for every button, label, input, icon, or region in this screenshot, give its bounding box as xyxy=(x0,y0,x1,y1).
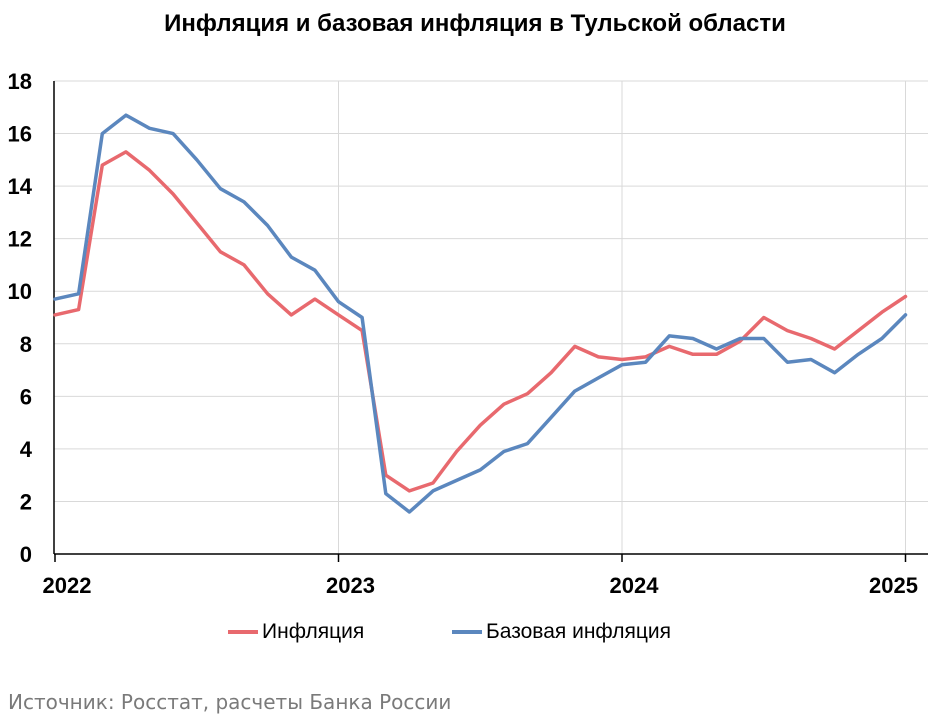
y-tick-label: 12 xyxy=(8,227,32,252)
axes xyxy=(53,81,928,562)
tick-labels: 0 2 4 6 8 10 12 14 16 18 2022 2023 2024 2025 xyxy=(8,69,918,598)
legend-label-core-inflation: Базовая инфляция xyxy=(486,620,672,643)
x-tick-label: 2022 xyxy=(43,573,92,598)
legend-label-inflation: Инфляция xyxy=(262,620,365,643)
y-tick-label: 4 xyxy=(20,437,33,462)
gridlines xyxy=(54,80,928,554)
y-tick-label: 16 xyxy=(8,122,32,147)
y-tick-label: 18 xyxy=(8,69,32,94)
source-note: Источник: Росстат, расчеты Банка России xyxy=(8,690,452,714)
y-tick-label: 10 xyxy=(8,279,32,304)
x-tick-label: 2023 xyxy=(326,573,375,598)
chart-title: Инфляция и базовая инфляция в Тульской о… xyxy=(164,10,786,37)
x-tick-label: 2024 xyxy=(610,573,660,598)
y-tick-label: 2 xyxy=(20,489,32,514)
legend: Инфляция Базовая инфляция xyxy=(0,620,950,650)
y-tick-label: 14 xyxy=(8,174,33,199)
y-tick-label: 8 xyxy=(20,332,32,357)
series-lines xyxy=(53,113,908,514)
y-tick-label: 6 xyxy=(20,384,32,409)
series-line-core-inflation xyxy=(53,113,908,514)
x-tick-label: 2025 xyxy=(869,573,918,598)
series-line-inflation xyxy=(53,150,908,493)
legend-item-core-inflation: Базовая инфляция xyxy=(452,620,671,644)
y-tick-label: 0 xyxy=(20,542,32,567)
legend-item-inflation: Инфляция xyxy=(228,620,364,644)
legend-swatch-inflation xyxy=(228,630,258,634)
legend-swatch-core-inflation xyxy=(452,630,482,634)
